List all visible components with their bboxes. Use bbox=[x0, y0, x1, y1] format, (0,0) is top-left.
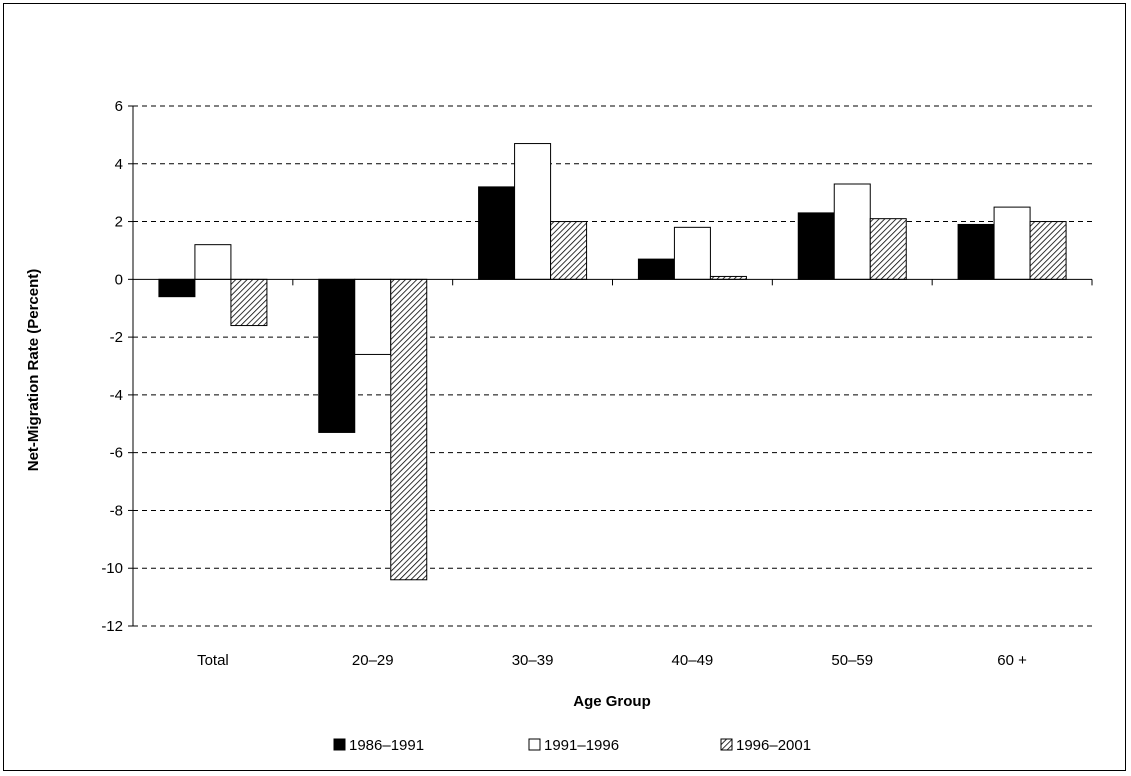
bar-1-5 bbox=[797, 212, 835, 280]
bar-3-6 bbox=[1029, 221, 1067, 280]
legend-swatch-2 bbox=[528, 738, 541, 751]
x-tick-label: 50–59 bbox=[831, 652, 873, 669]
x-tick-label: 60 + bbox=[997, 652, 1027, 669]
bar-3-5 bbox=[869, 218, 907, 280]
bar-2-4 bbox=[673, 226, 711, 280]
x-axis-title: Age Group bbox=[573, 693, 651, 710]
y-tick-label: -2 bbox=[110, 329, 123, 346]
bar-1-4 bbox=[637, 258, 675, 280]
bar-2-3 bbox=[514, 143, 552, 280]
gridlines bbox=[133, 105, 1092, 627]
bar-3-1 bbox=[230, 278, 268, 327]
y-tick-label: 4 bbox=[115, 156, 123, 173]
bar-1-3 bbox=[478, 186, 516, 280]
legend-label-3: 1996–2001 bbox=[736, 737, 811, 754]
y-tick-label: -6 bbox=[110, 445, 123, 462]
x-tick-label: 30–39 bbox=[512, 652, 554, 669]
x-tick-label: 20–29 bbox=[352, 652, 394, 669]
legend-label-1: 1986–1991 bbox=[349, 737, 424, 754]
x-tick-label: Total bbox=[197, 652, 229, 669]
axes bbox=[132, 106, 1093, 626]
bar-1-2 bbox=[318, 278, 356, 433]
y-axis-title: Net-Migration Rate (Percent) bbox=[25, 269, 42, 472]
bar-1-1 bbox=[158, 278, 196, 298]
y-tick-label: -10 bbox=[101, 560, 123, 577]
y-tick-label: 2 bbox=[115, 214, 123, 231]
y-tick-label: -4 bbox=[110, 387, 123, 404]
legend-swatch-1 bbox=[333, 738, 346, 751]
x-axis-ticks: Total 20–29 30–39 40–49 50–59 60 + bbox=[197, 652, 1027, 669]
x-tick-label: 40–49 bbox=[672, 652, 714, 669]
bar-2-2 bbox=[354, 278, 392, 355]
bar-2-5 bbox=[833, 183, 871, 280]
chart-frame bbox=[3, 3, 1126, 771]
y-axis-ticks: 6 4 2 0 -2 -4 -6 -8 -10 -12 bbox=[101, 98, 133, 635]
y-tick-label: 0 bbox=[115, 271, 123, 288]
bar-3-2 bbox=[390, 278, 428, 581]
y-tick-label: 6 bbox=[115, 98, 123, 115]
bar-2-6 bbox=[993, 206, 1031, 280]
bar-1-6 bbox=[957, 223, 995, 280]
y-tick-label: -8 bbox=[110, 502, 123, 519]
bars bbox=[158, 143, 1067, 581]
legend: 1986–1991 1991–1996 1996–2001 bbox=[333, 737, 811, 754]
bar-2-1 bbox=[194, 244, 232, 280]
bar-3-3 bbox=[550, 221, 588, 280]
y-tick-label: -12 bbox=[101, 618, 123, 635]
legend-swatch-3 bbox=[720, 738, 733, 751]
legend-label-2: 1991–1996 bbox=[544, 737, 619, 754]
